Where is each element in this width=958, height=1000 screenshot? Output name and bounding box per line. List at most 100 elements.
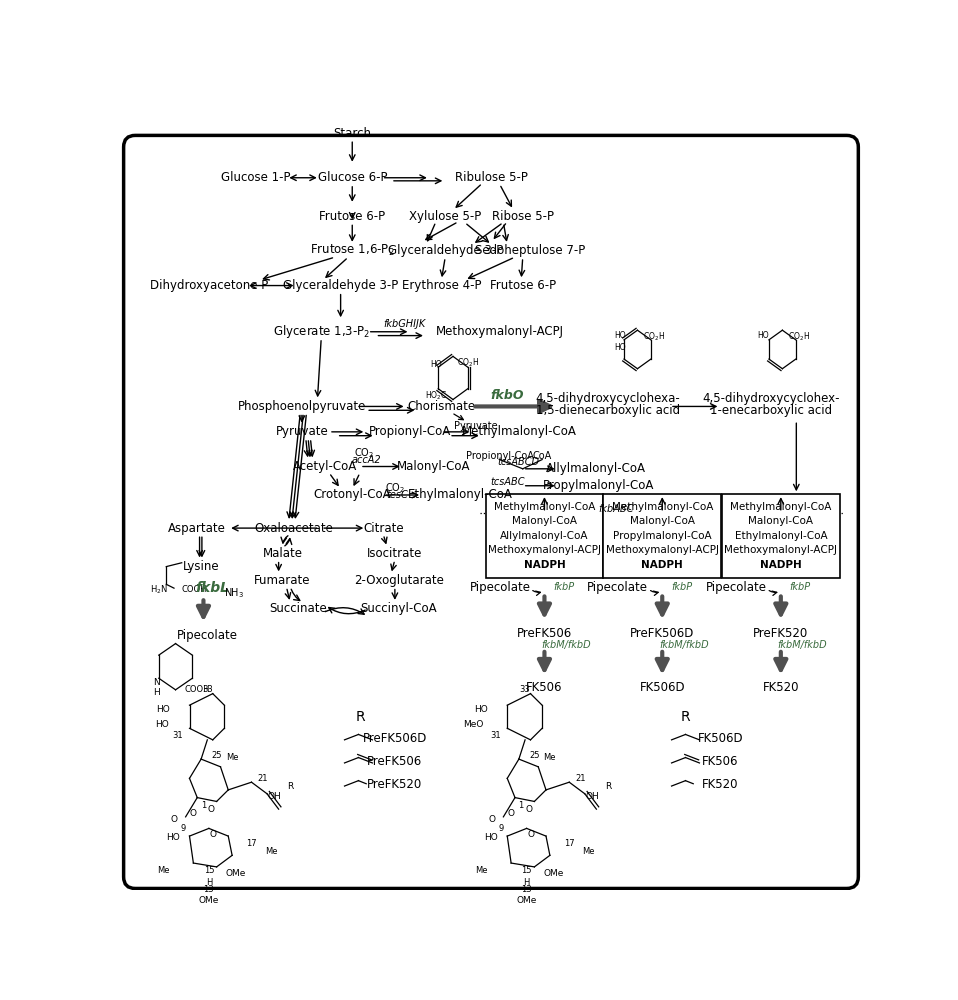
Text: 21: 21 [258, 774, 268, 783]
Text: Frutose 6-P: Frutose 6-P [490, 279, 556, 292]
Text: Ethylmalonyl-CoA: Ethylmalonyl-CoA [408, 488, 513, 501]
Text: HO: HO [474, 705, 488, 714]
Text: 21: 21 [576, 774, 586, 783]
Text: Methoxymalonyl-ACPJ: Methoxymalonyl-ACPJ [605, 545, 718, 555]
Text: Allylmalonyl-CoA: Allylmalonyl-CoA [546, 462, 647, 475]
Text: fkbGHIJK: fkbGHIJK [384, 319, 426, 329]
Text: 9: 9 [498, 824, 504, 833]
Text: 31: 31 [490, 732, 501, 740]
Text: Pipecolate: Pipecolate [706, 581, 766, 594]
Text: Ribose 5-P: Ribose 5-P [491, 210, 554, 223]
Text: Propionyl-CoA: Propionyl-CoA [369, 425, 451, 438]
Text: FK506D: FK506D [697, 732, 743, 745]
Text: Pyruvate: Pyruvate [276, 425, 329, 438]
Text: Allylmalonyl-CoA: Allylmalonyl-CoA [500, 531, 589, 541]
Text: 15: 15 [204, 866, 215, 875]
Text: Oxaloacetate: Oxaloacetate [255, 522, 333, 535]
Text: HO: HO [155, 720, 169, 729]
Text: COOH: COOH [182, 585, 207, 594]
Text: CO$_2$H: CO$_2$H [458, 356, 480, 369]
Text: HO: HO [167, 833, 180, 842]
Text: 2-Oxoglutarate: 2-Oxoglutarate [354, 574, 444, 587]
Text: O: O [525, 805, 533, 814]
Text: Methoxymalonyl-ACPJ: Methoxymalonyl-ACPJ [488, 545, 601, 555]
Text: 15: 15 [521, 866, 532, 875]
FancyBboxPatch shape [722, 494, 840, 578]
Text: OH: OH [268, 792, 282, 801]
Text: HO: HO [430, 360, 442, 369]
Text: Me: Me [475, 866, 488, 875]
Text: OMe: OMe [226, 869, 246, 878]
Text: 33: 33 [202, 685, 213, 694]
Text: Ribulose 5-P: Ribulose 5-P [455, 171, 528, 184]
Text: 13: 13 [203, 886, 215, 894]
Text: fkbM/fkbD: fkbM/fkbD [778, 640, 828, 650]
Text: HO: HO [614, 331, 626, 340]
Text: Frutose 6-P: Frutose 6-P [319, 210, 385, 223]
Text: PreFK506D: PreFK506D [363, 732, 427, 745]
Text: fkbO: fkbO [490, 389, 524, 402]
Text: PreFK520: PreFK520 [753, 627, 809, 640]
Text: Methoxymalonyl-ACPJ: Methoxymalonyl-ACPJ [724, 545, 837, 555]
Text: Me: Me [543, 753, 557, 762]
Text: O: O [208, 805, 215, 814]
Text: accA2: accA2 [352, 455, 381, 465]
Text: O: O [527, 830, 534, 839]
Text: 1: 1 [201, 801, 206, 810]
Text: 4,5-dihydroxycyclohex-: 4,5-dihydroxycyclohex- [702, 392, 839, 405]
Text: Xylulose 5-P: Xylulose 5-P [409, 210, 481, 223]
FancyBboxPatch shape [486, 494, 604, 578]
Text: O: O [489, 815, 495, 824]
Text: R: R [681, 710, 691, 724]
Text: H: H [153, 688, 160, 697]
Text: OH: OH [585, 792, 600, 801]
Text: H$_2$N: H$_2$N [150, 583, 168, 596]
Text: 4,5-dihydroxycyclohexa-: 4,5-dihydroxycyclohexa- [536, 392, 680, 405]
Text: 1,5-dienecarboxylic acid: 1,5-dienecarboxylic acid [536, 404, 680, 417]
Text: 1-enecarboxylic acid: 1-enecarboxylic acid [710, 404, 832, 417]
Text: NADPH: NADPH [760, 560, 802, 570]
Text: O: O [508, 808, 514, 818]
Text: fkbP: fkbP [554, 582, 575, 592]
Text: Methoxymalonyl-ACPJ: Methoxymalonyl-ACPJ [436, 325, 563, 338]
Text: Me: Me [264, 847, 277, 856]
Text: 33: 33 [519, 685, 531, 694]
Text: Pipecolate: Pipecolate [469, 581, 531, 594]
Text: Methylmalonyl-CoA: Methylmalonyl-CoA [611, 502, 713, 512]
Text: Pipecolate: Pipecolate [587, 581, 649, 594]
FancyBboxPatch shape [604, 494, 721, 578]
Text: COOH: COOH [185, 685, 210, 694]
Text: NH$_3$: NH$_3$ [224, 587, 244, 600]
Text: N: N [153, 678, 160, 687]
Text: Succinyl-CoA: Succinyl-CoA [360, 602, 437, 615]
Text: Me: Me [226, 753, 239, 762]
Text: tcsABCD: tcsABCD [498, 457, 540, 467]
Text: 17: 17 [246, 839, 257, 848]
Text: Glucose 1-P: Glucose 1-P [220, 171, 290, 184]
Text: fkbL: fkbL [195, 581, 230, 595]
Text: Malonyl-CoA: Malonyl-CoA [397, 460, 470, 473]
Text: OMe: OMe [198, 896, 219, 905]
Text: FK506D: FK506D [639, 681, 685, 694]
Text: Isocitrate: Isocitrate [367, 547, 422, 560]
Text: 1: 1 [518, 801, 524, 810]
Text: fkbP: fkbP [789, 582, 810, 592]
Text: O: O [209, 830, 217, 839]
Text: HO: HO [156, 705, 171, 714]
Text: R: R [287, 782, 293, 791]
Text: fkbP: fkbP [671, 582, 693, 592]
Text: Fumarate: Fumarate [254, 574, 310, 587]
Text: NADPH: NADPH [641, 560, 683, 570]
Text: CO$_2$H: CO$_2$H [644, 331, 666, 343]
Text: HO: HO [484, 833, 498, 842]
Text: Dihydroxyacetone P: Dihydroxyacetone P [149, 279, 268, 292]
Text: HO$_2$C: HO$_2$C [424, 389, 447, 402]
Text: Me: Me [582, 847, 595, 856]
Text: R: R [604, 782, 611, 791]
Text: Malonyl-CoA: Malonyl-CoA [512, 516, 577, 526]
Text: Propylmalonyl-CoA: Propylmalonyl-CoA [543, 479, 654, 492]
Text: CO$_2$H: CO$_2$H [788, 331, 810, 343]
Text: Succinate: Succinate [269, 602, 327, 615]
Text: PreFK506: PreFK506 [367, 755, 422, 768]
Text: PreFK506D: PreFK506D [630, 627, 695, 640]
